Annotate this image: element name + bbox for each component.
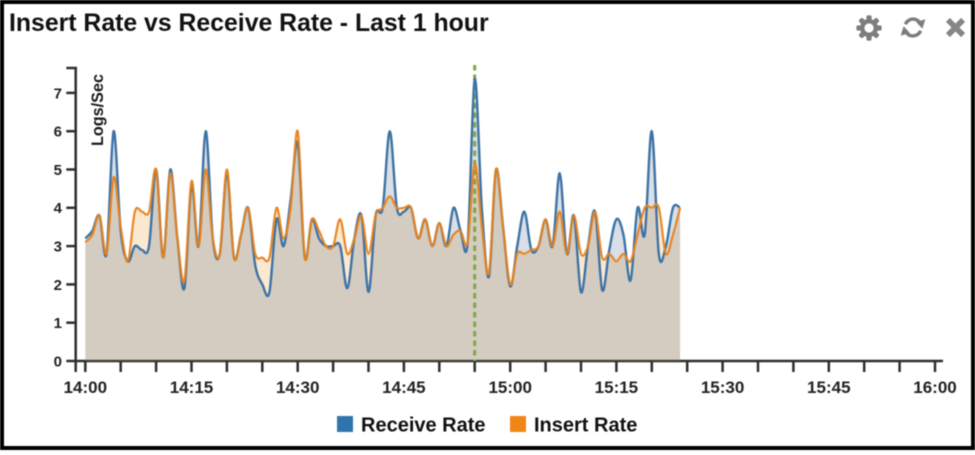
svg-text:0: 0 <box>54 353 62 370</box>
svg-text:Receive Rate: Receive Rate <box>361 415 486 437</box>
svg-text:Logs/Sec: Logs/Sec <box>89 74 107 146</box>
svg-text:Insert Rate: Insert Rate <box>534 415 637 437</box>
svg-text:6: 6 <box>54 124 62 141</box>
svg-text:3: 3 <box>54 239 62 256</box>
svg-text:15:45: 15:45 <box>807 378 850 397</box>
svg-text:14:45: 14:45 <box>382 378 425 397</box>
svg-text:Insert Rate vs Receive Rate -: Insert Rate vs Receive Rate - Last 1 hou… <box>9 10 489 37</box>
svg-text:2: 2 <box>54 277 62 294</box>
svg-text:5: 5 <box>54 162 62 179</box>
svg-text:16:00: 16:00 <box>913 378 956 397</box>
svg-text:14:00: 14:00 <box>64 378 107 397</box>
svg-text:4: 4 <box>54 200 63 217</box>
svg-text:14:30: 14:30 <box>276 378 319 397</box>
svg-text:1: 1 <box>54 315 62 332</box>
svg-text:7: 7 <box>54 85 62 102</box>
svg-text:15:00: 15:00 <box>488 378 531 397</box>
svg-text:14:15: 14:15 <box>170 378 213 397</box>
svg-text:15:30: 15:30 <box>701 378 744 397</box>
svg-text:15:15: 15:15 <box>595 378 638 397</box>
